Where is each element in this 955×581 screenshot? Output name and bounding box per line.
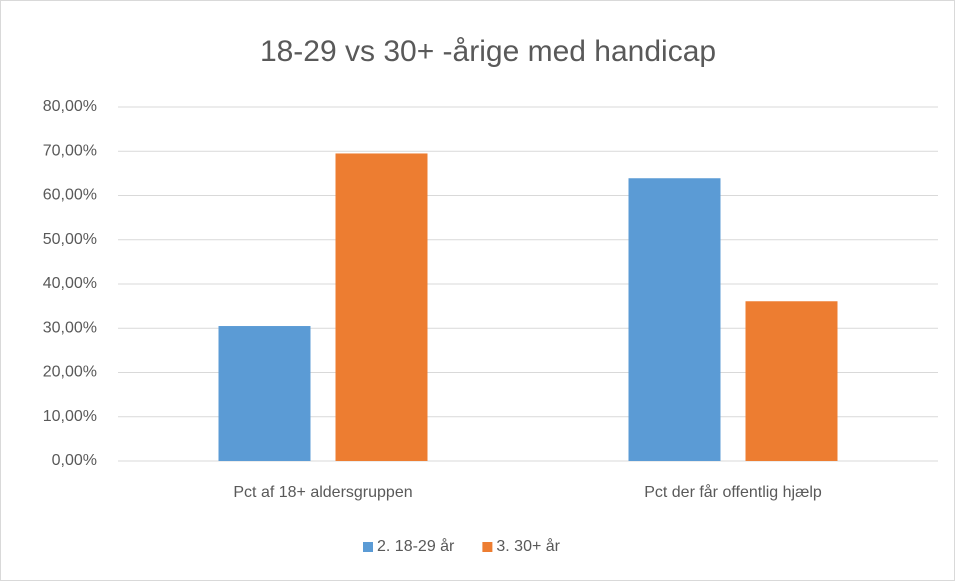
x-tick-label: Pct der får offentlig hjælp <box>644 483 822 501</box>
x-tick-label: Pct af 18+ aldersgruppen <box>233 484 412 501</box>
y-tick-label: 40,00% <box>43 275 97 292</box>
y-tick-label: 20,00% <box>43 364 97 381</box>
chart-title: 18-29 vs 30+ -årige med handicap <box>260 35 716 68</box>
y-tick-label: 0,00% <box>52 452 97 469</box>
legend-swatch <box>363 542 373 552</box>
y-tick-label: 50,00% <box>43 231 97 248</box>
legend-label: 2. 18-29 år <box>377 537 455 555</box>
legend-swatch <box>482 542 493 552</box>
y-tick-label: 60,00% <box>43 187 97 204</box>
y-tick-label: 10,00% <box>43 408 97 425</box>
bar <box>218 326 311 461</box>
y-tick-label: 70,00% <box>43 142 97 159</box>
legend-label: 3. 30+ år <box>496 537 560 555</box>
bar <box>335 153 428 461</box>
bar <box>745 301 838 461</box>
y-tick-label: 30,00% <box>43 319 97 336</box>
bar <box>628 178 721 461</box>
y-tick-label: 80,00% <box>43 98 97 115</box>
